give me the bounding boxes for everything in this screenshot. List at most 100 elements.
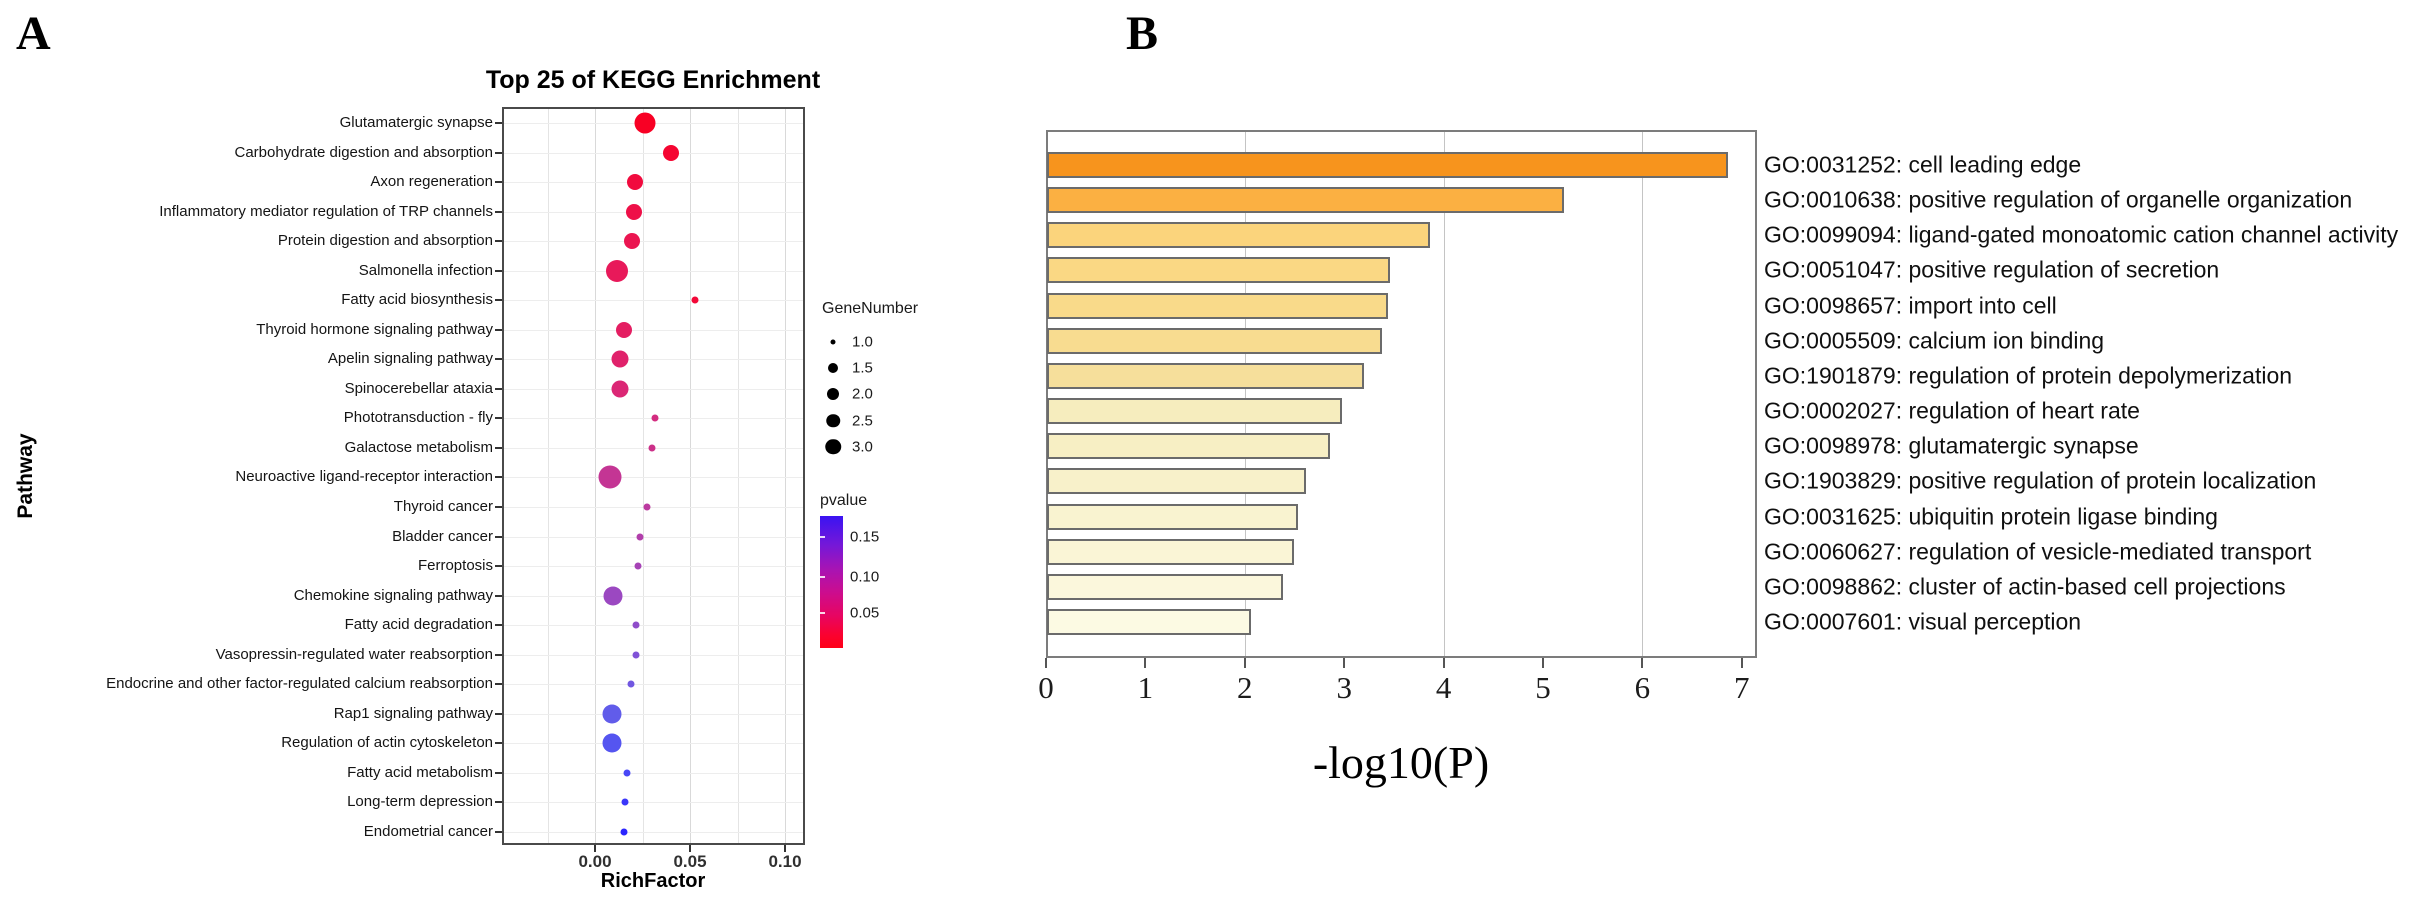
gene-number-legend-dot <box>828 363 838 374</box>
pvalue-colorbar-tick <box>820 576 825 578</box>
go-x-tick-label: 5 <box>1535 670 1551 705</box>
kegg-dot <box>627 174 644 191</box>
kegg-dot <box>611 350 629 368</box>
kegg-dot <box>602 704 622 724</box>
kegg-row-gridline <box>504 772 803 774</box>
kegg-pathway-label: Galactose metabolism <box>344 438 493 456</box>
gene-number-legend-label: 3.0 <box>852 438 873 456</box>
kegg-y-tick <box>495 387 502 390</box>
go-bar <box>1047 187 1564 214</box>
kegg-dot <box>663 144 679 161</box>
kegg-row-gridline <box>504 713 803 715</box>
kegg-dot <box>616 321 633 338</box>
kegg-y-tick <box>495 417 502 420</box>
go-vertical-gridline <box>1244 132 1246 656</box>
kegg-x-axis-title: RichFactor <box>600 870 706 892</box>
kegg-dot <box>643 503 651 511</box>
go-term-label: GO:0007601: visual perception <box>1764 608 2082 635</box>
kegg-dot <box>636 533 644 541</box>
go-bar <box>1047 503 1299 530</box>
kegg-y-tick <box>495 358 502 361</box>
go-bar <box>1047 222 1430 249</box>
kegg-row-gridline <box>504 802 803 804</box>
kegg-dot <box>621 798 629 806</box>
pvalue-colorbar <box>820 516 843 648</box>
kegg-x-tick-label: 0.10 <box>768 852 802 871</box>
go-term-label: GO:0002027: regulation of heart rate <box>1764 397 2140 424</box>
go-term-label: GO:0031625: ubiquitin protein ligase bin… <box>1764 503 2218 529</box>
kegg-pathway-label: Protein digestion and absorption <box>277 232 493 250</box>
kegg-pathway-label: Salmonella infection <box>358 261 493 279</box>
kegg-row-gridline <box>504 595 803 597</box>
kegg-row-gridline <box>504 182 803 184</box>
kegg-pathway-label: Fatty acid biosynthesis <box>341 291 493 309</box>
go-x-tick <box>1243 658 1246 668</box>
panel-b-letter: B <box>1126 7 1159 60</box>
kegg-dot <box>624 233 641 250</box>
go-term-label: GO:0098862: cluster of actin-based cell … <box>1764 573 2286 600</box>
go-term-label: GO:0098978: glutamatergic synapse <box>1764 432 2139 459</box>
kegg-row-gridline <box>504 270 803 272</box>
kegg-pathway-label: Long-term depression <box>347 793 493 811</box>
kegg-y-tick <box>495 535 502 538</box>
kegg-row-gridline <box>504 831 803 833</box>
gene-number-legend-label: 2.5 <box>852 412 873 430</box>
kegg-pathway-label: Ferroptosis <box>417 557 493 575</box>
kegg-pathway-label: Inflammatory mediator regulation of TRP … <box>159 202 493 220</box>
panel-a-letter: A <box>16 7 51 60</box>
go-x-tick <box>1045 658 1047 668</box>
kegg-row-gridline <box>504 536 803 538</box>
kegg-x-tick <box>784 845 786 852</box>
go-bar <box>1047 362 1365 389</box>
go-x-tick <box>1442 658 1445 668</box>
kegg-y-tick <box>495 594 502 597</box>
go-term-label: GO:0010638: positive regulation of organ… <box>1764 186 2353 213</box>
kegg-vertical-gridline <box>690 109 691 843</box>
kegg-pathway-label: Fatty acid degradation <box>344 616 493 634</box>
kegg-pathway-label: Fatty acid metabolism <box>347 763 493 781</box>
kegg-dot <box>602 733 622 753</box>
pvalue-legend-title: pvalue <box>820 492 868 509</box>
kegg-dot <box>627 680 635 688</box>
kegg-dot <box>623 769 631 777</box>
go-term-label: GO:0031252: cell leading edge <box>1764 151 2082 178</box>
kegg-vertical-gridline <box>785 109 786 843</box>
kegg-pathway-label: Spinocerebellar ataxia <box>344 379 493 397</box>
kegg-pathway-label: Chemokine signaling pathway <box>293 586 493 604</box>
kegg-y-tick <box>495 446 502 449</box>
kegg-chart-title: Top 25 of KEGG Enrichment <box>485 66 821 94</box>
go-x-tick <box>1144 658 1147 668</box>
go-bar <box>1047 398 1343 425</box>
go-x-axis-title: -log10(P) <box>1312 737 1490 788</box>
kegg-y-tick <box>495 653 502 656</box>
kegg-y-tick <box>495 624 502 627</box>
go-term-label: GO:0060627: regulation of vesicle-mediat… <box>1764 538 2312 565</box>
go-plot-area <box>1046 130 1757 658</box>
kegg-y-tick <box>495 506 502 509</box>
go-vertical-gridline <box>1443 132 1445 656</box>
pvalue-legend-label: 0.05 <box>850 604 880 622</box>
gene-number-legend-label: 2.0 <box>852 385 873 403</box>
kegg-dot <box>598 465 622 489</box>
kegg-y-tick <box>495 240 502 243</box>
kegg-dot <box>634 562 642 570</box>
go-vertical-gridline <box>1642 132 1644 656</box>
go-term-label: GO:0099094: ligand-gated monoatomic cati… <box>1764 221 2399 248</box>
kegg-pathway-label: Rap1 signaling pathway <box>333 704 493 722</box>
kegg-vertical-gridline <box>737 109 739 843</box>
go-bar <box>1047 257 1390 284</box>
kegg-plot-area <box>502 107 805 845</box>
kegg-y-tick <box>495 328 502 331</box>
gene-number-legend-dot <box>830 339 836 345</box>
go-x-tick <box>1343 658 1346 668</box>
kegg-dot <box>651 414 659 422</box>
kegg-dot <box>632 651 640 659</box>
kegg-dot <box>611 380 629 398</box>
go-term-label: GO:0051047: positive regulation of secre… <box>1764 256 2220 283</box>
kegg-pathway-label: Bladder cancer <box>392 527 493 545</box>
kegg-pathway-label: Apelin signaling pathway <box>327 350 493 368</box>
go-x-tick-label: 1 <box>1137 670 1154 705</box>
kegg-pathway-label: Thyroid hormone signaling pathway <box>256 320 493 338</box>
kegg-y-tick <box>495 801 502 804</box>
